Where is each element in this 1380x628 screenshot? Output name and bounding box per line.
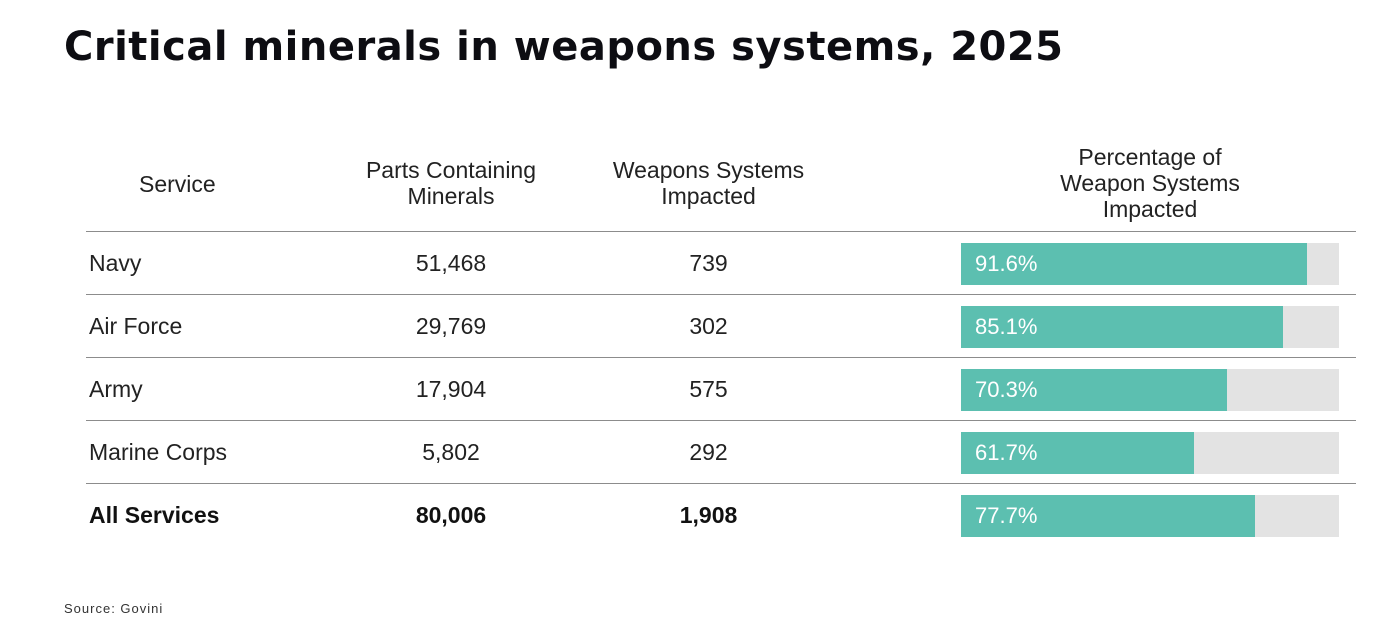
- percentage-label: 61.7%: [975, 440, 1038, 465]
- table-total-row: All Services 80,006 1,908 77.7%: [86, 483, 1356, 546]
- weapons-cell: 575: [689, 376, 728, 402]
- service-cell: Navy: [89, 250, 142, 276]
- percentage-bar: [961, 369, 1227, 411]
- parts-cell: 17,904: [415, 376, 487, 402]
- header-weapons: Weapons Systems Impacted: [612, 157, 805, 209]
- parts-cell: 29,769: [415, 313, 487, 339]
- service-cell: All Services: [89, 502, 220, 528]
- service-cell: Air Force: [89, 313, 183, 339]
- percentage-bar: [961, 306, 1283, 348]
- source-note: Source: Govini: [64, 601, 164, 616]
- percentage-label: 70.3%: [975, 377, 1038, 402]
- percentage-bar: [961, 243, 1308, 285]
- parts-cell: 51,468: [415, 250, 487, 276]
- table-row: Air Force 29,769 302 85.1%: [86, 294, 1356, 357]
- service-cell: Marine Corps: [89, 439, 228, 465]
- percentage-label: 85.1%: [975, 314, 1038, 339]
- percentage-label: 77.7%: [975, 503, 1038, 528]
- weapons-cell: 1,908: [679, 502, 738, 528]
- percentage-bar-track: 91.6%: [961, 243, 1339, 285]
- weapons-cell: 292: [689, 439, 728, 465]
- table-row: Marine Corps 5,802 292 61.7%: [86, 420, 1356, 483]
- percentage-bar-track: 77.7%: [961, 495, 1339, 537]
- parts-cell: 5,802: [422, 439, 480, 465]
- percentage-bar-track: 85.1%: [961, 306, 1339, 348]
- service-cell: Army: [89, 376, 143, 402]
- chart-title: Critical minerals in weapons systems, 20…: [64, 24, 1064, 70]
- percentage-label: 91.6%: [975, 251, 1038, 276]
- header-parts: Parts Containing Minerals: [365, 157, 537, 209]
- percentage-bar: [961, 495, 1255, 537]
- weapons-cell: 302: [689, 313, 728, 339]
- weapons-cell: 739: [689, 250, 728, 276]
- percentage-bar-track: 70.3%: [961, 369, 1339, 411]
- table-row: Navy 51,468 739 91.6%: [86, 231, 1356, 294]
- table-row: Army 17,904 575 70.3%: [86, 357, 1356, 420]
- header-service: Service: [139, 171, 216, 197]
- data-table: Service Parts Containing Minerals Weapon…: [86, 143, 1356, 546]
- header-percentage: Percentage of Weapon Systems Impacted: [1060, 144, 1240, 222]
- percentage-bar: [961, 432, 1195, 474]
- parts-cell: 80,006: [415, 502, 487, 528]
- table-body: Navy 51,468 739 91.6% Air Force 29,769 302 85.1…: [86, 231, 1356, 546]
- percentage-bar-track: 61.7%: [961, 432, 1339, 474]
- table-header: Service Parts Containing Minerals Weapon…: [86, 143, 1356, 231]
